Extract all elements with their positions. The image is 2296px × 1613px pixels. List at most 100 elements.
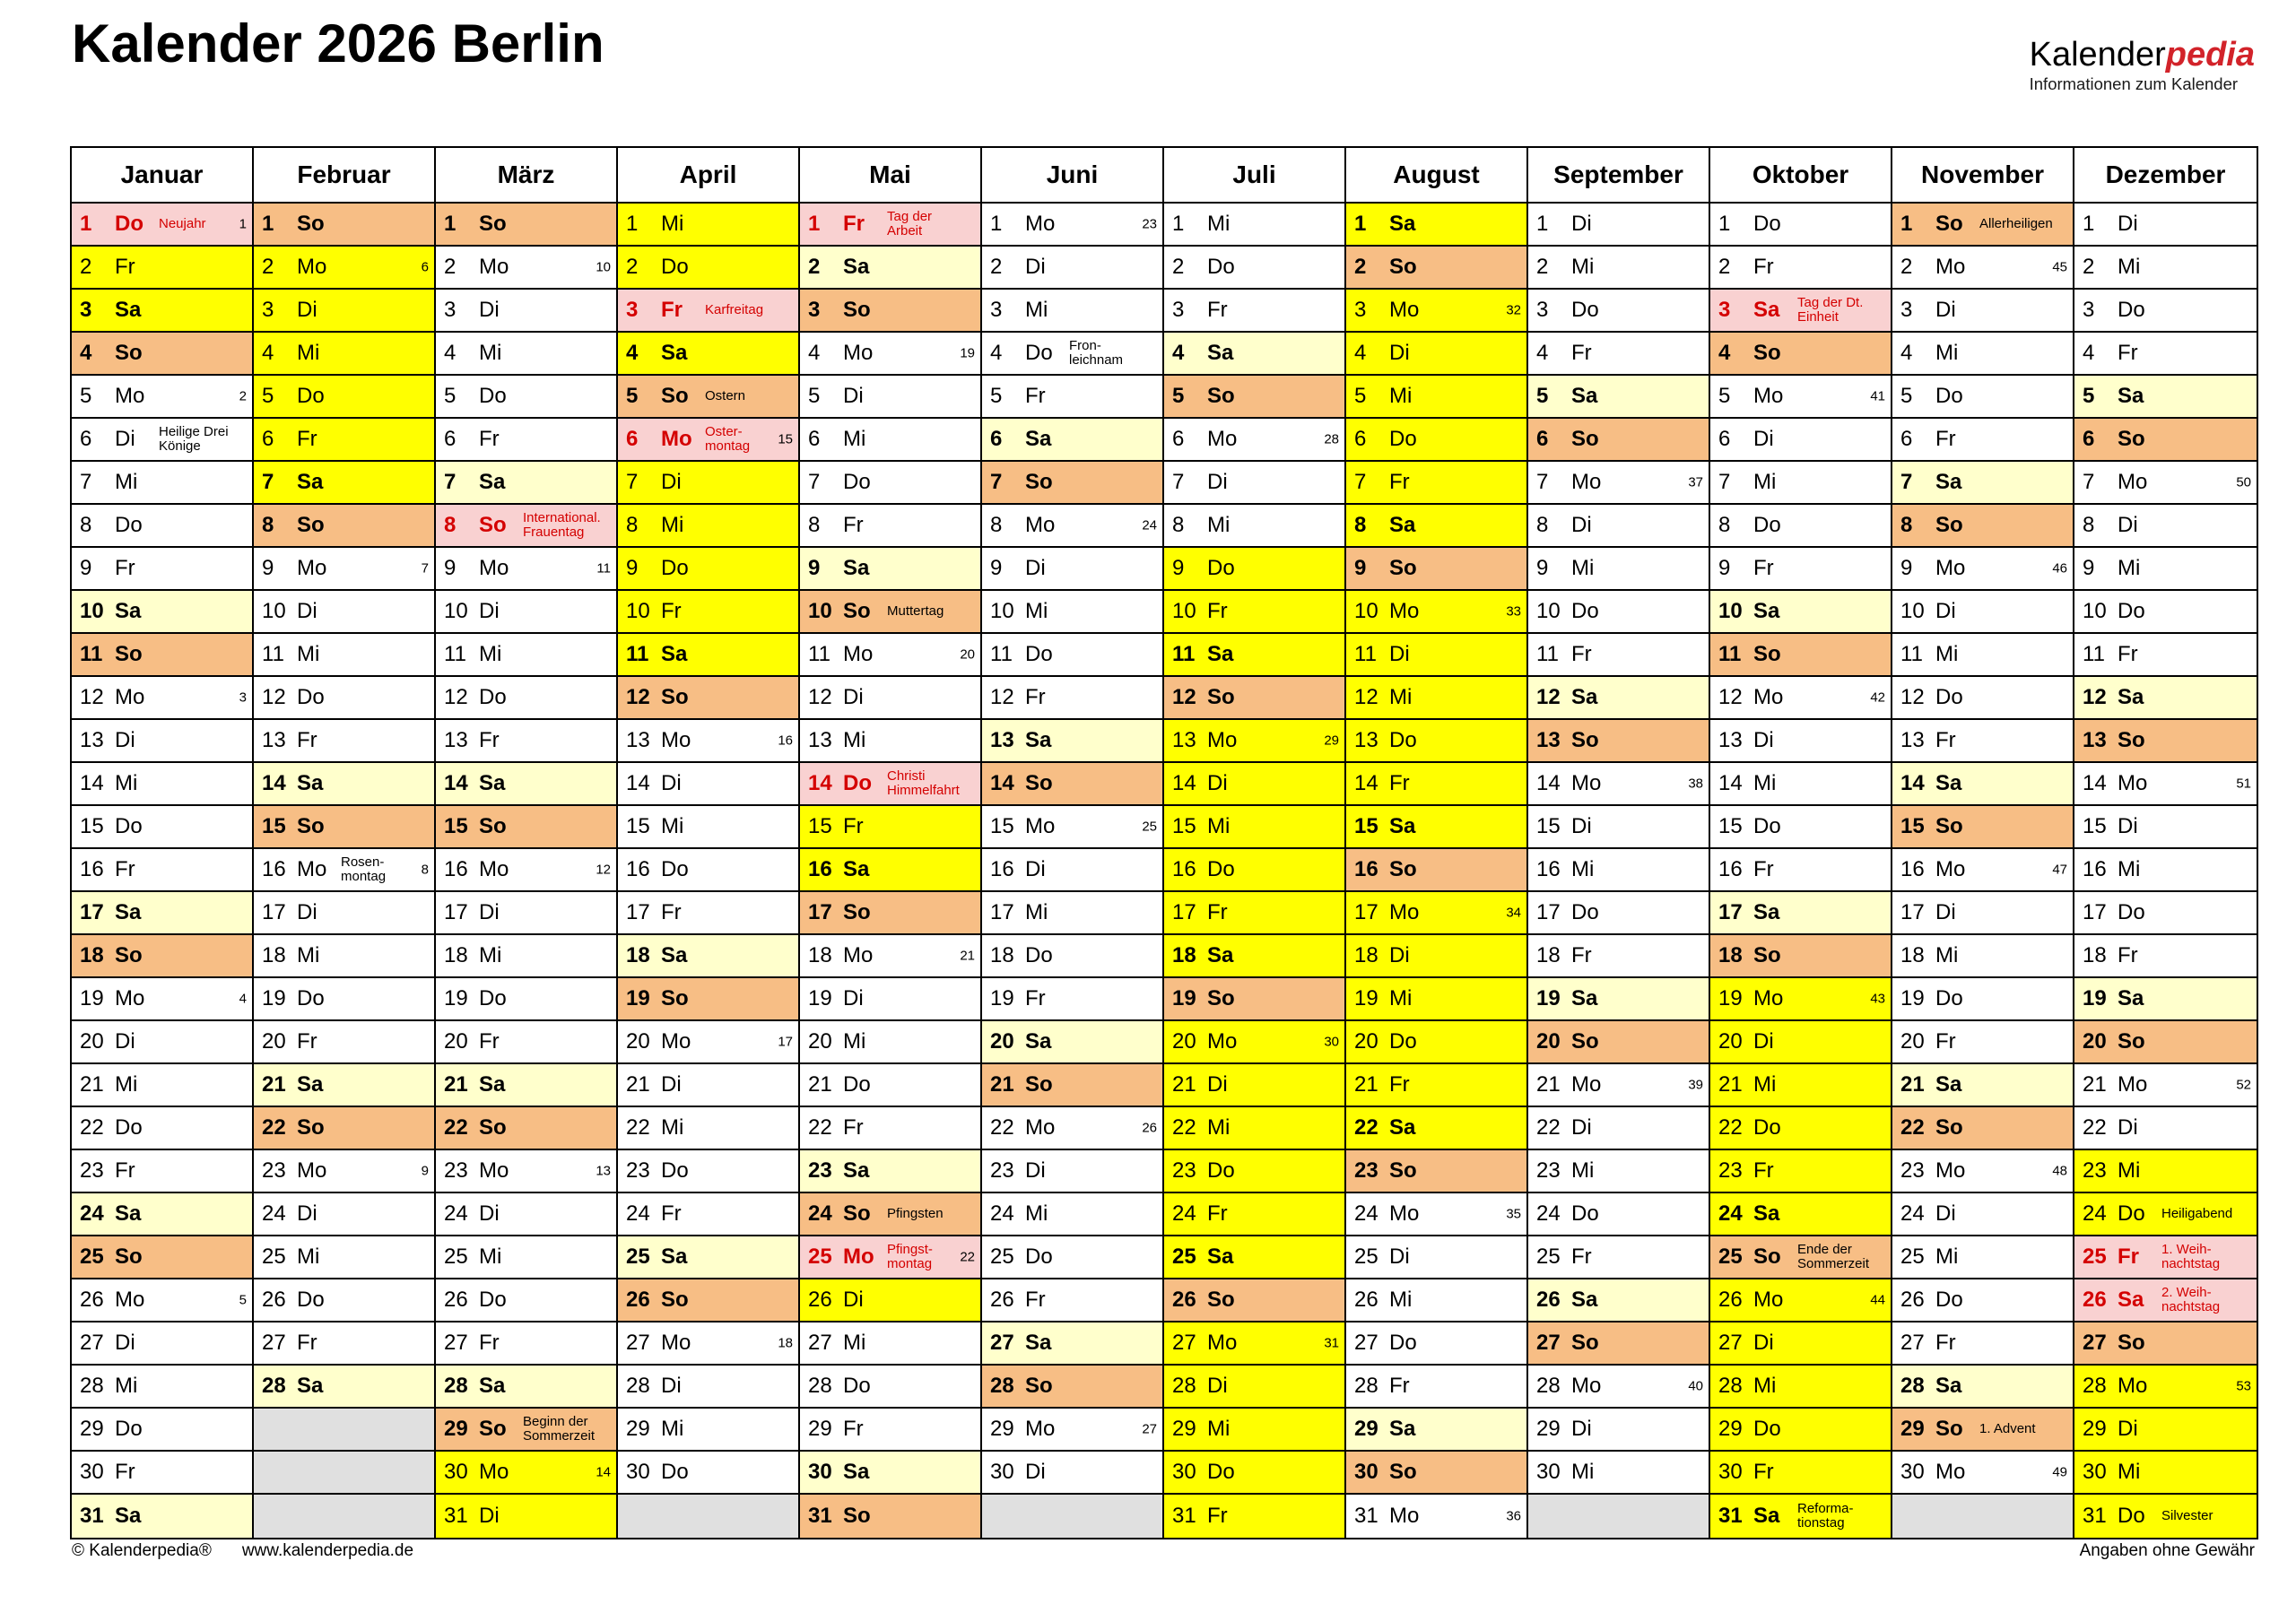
day-number: 29 [2083,1417,2107,1441]
day-cell: 24 So Pfingsten [800,1193,982,1236]
day-number: 11 [1718,642,1742,666]
day-cell: 5 Mo 2 [72,376,254,419]
day-cell: 13 Mi [800,720,982,763]
weekday-label: Mi [843,728,866,752]
weekday-label: Mo [2118,1072,2148,1097]
week-number: 51 [2236,776,2251,792]
day-number: 28 [1536,1374,1561,1398]
day-number: 11 [1536,642,1559,666]
day-number: 17 [626,900,650,924]
day-cell: 11 Sa [1164,634,1346,677]
day-number: 3 [1718,298,1731,322]
day-number: 7 [2083,470,2095,494]
day-cell: 30 Di [982,1452,1164,1495]
week-number: 31 [1324,1335,1339,1351]
weekday-label: So [661,685,689,709]
day-number: 6 [990,427,1003,451]
weekday-label: Di [1389,341,1410,365]
holiday-note: International. Frauentag [523,510,601,540]
day-cell: 12 Sa [2074,677,2257,720]
weekday-label: So [1025,470,1053,494]
day-cell: 19 Fr [982,978,1164,1021]
footer-url-link[interactable]: www.kalenderpedia.de [241,1541,414,1560]
empty-cell [254,1452,436,1495]
day-number: 16 [2083,857,2107,881]
day-cell: 13 So [1528,720,1710,763]
weekday-label: Di [297,1201,317,1226]
day-number: 17 [1172,900,1196,924]
weekday-label: Sa [661,1244,688,1269]
day-number: 14 [990,771,1014,795]
month-header: Februar [254,148,436,204]
weekday-label: Fr [115,556,135,580]
day-cell: 7 Sa [254,462,436,505]
day-cell: 25 Mi [254,1236,436,1279]
weekday-label: Sa [2118,986,2144,1010]
day-number: 8 [808,513,821,537]
weekday-label: Mo [1753,986,1784,1010]
month-name: September [1553,160,1683,188]
day-cell: 6 So [2074,419,2257,462]
day-cell: 28 Do [800,1366,982,1409]
day-cell: 23 Mi [2074,1150,2257,1193]
weekday-label: Di [115,427,135,451]
day-number: 14 [1354,771,1378,795]
day-number: 10 [808,599,832,623]
footer-copyright: © Kalenderpedia® [72,1541,212,1560]
day-number: 29 [626,1417,650,1441]
weekday-label: Mo [297,1158,327,1183]
day-cell: 26 Do [254,1279,436,1322]
day-number: 13 [444,728,468,752]
day-number: 12 [1900,685,1925,709]
week-number: 5 [239,1292,247,1308]
weekday-label: Di [1935,900,1956,924]
weekday-label: Di [297,599,317,623]
day-cell: 11 Mi [1892,634,2074,677]
day-cell: 14 Sa [254,763,436,806]
day-cell: 29 Do [1710,1409,1892,1452]
day-number: 13 [990,728,1014,752]
holiday-note: Tag der Dt. Einheit [1797,295,1864,325]
day-cell: 21 Mo 52 [2074,1064,2257,1107]
logo-text-black: Kalender [2029,36,2166,74]
weekday-label: Di [1753,1331,1774,1355]
day-number: 29 [1172,1417,1196,1441]
weekday-label: So [1389,255,1417,279]
day-cell: 9 Mo 7 [254,548,436,591]
day-cell: 30 Mo 49 [1892,1452,2074,1495]
day-cell: 8 Di [2074,505,2257,548]
weekday-label: Fr [843,513,864,537]
day-number: 16 [1900,857,1925,881]
week-number: 1 [239,216,247,232]
day-cell: 2 So [1346,247,1528,290]
day-number: 13 [1536,728,1561,752]
day-number: 9 [262,556,274,580]
weekday-label: So [479,814,507,838]
day-number: 4 [1172,341,1185,365]
day-cell: 15 So [254,806,436,849]
day-number: 7 [1354,470,1367,494]
empty-cell [618,1495,800,1538]
day-cell: 25 Fr [1528,1236,1710,1279]
week-number: 34 [1506,905,1521,921]
day-number: 24 [262,1201,286,1226]
weekday-label: Di [479,1201,500,1226]
day-number: 18 [808,943,832,967]
day-number: 30 [1900,1460,1925,1484]
day-cell: 22 Mi [1164,1107,1346,1150]
day-number: 13 [262,728,286,752]
day-cell: 15 Mo 25 [982,806,1164,849]
day-cell: 21 Mi [72,1064,254,1107]
day-number: 23 [1900,1158,1925,1183]
day-cell: 26 Mi [1346,1279,1528,1322]
day-cell: 10 So Muttertag [800,591,982,634]
weekday-label: So [1389,1460,1417,1484]
day-number: 9 [1172,556,1185,580]
day-cell: 17 Do [2074,892,2257,935]
day-number: 9 [990,556,1003,580]
day-number: 28 [808,1374,832,1398]
weekday-label: Fr [661,298,683,322]
weekday-label: Di [843,384,864,408]
weekday-label: Mo [1935,255,1966,279]
day-cell: 4 Sa [618,333,800,376]
